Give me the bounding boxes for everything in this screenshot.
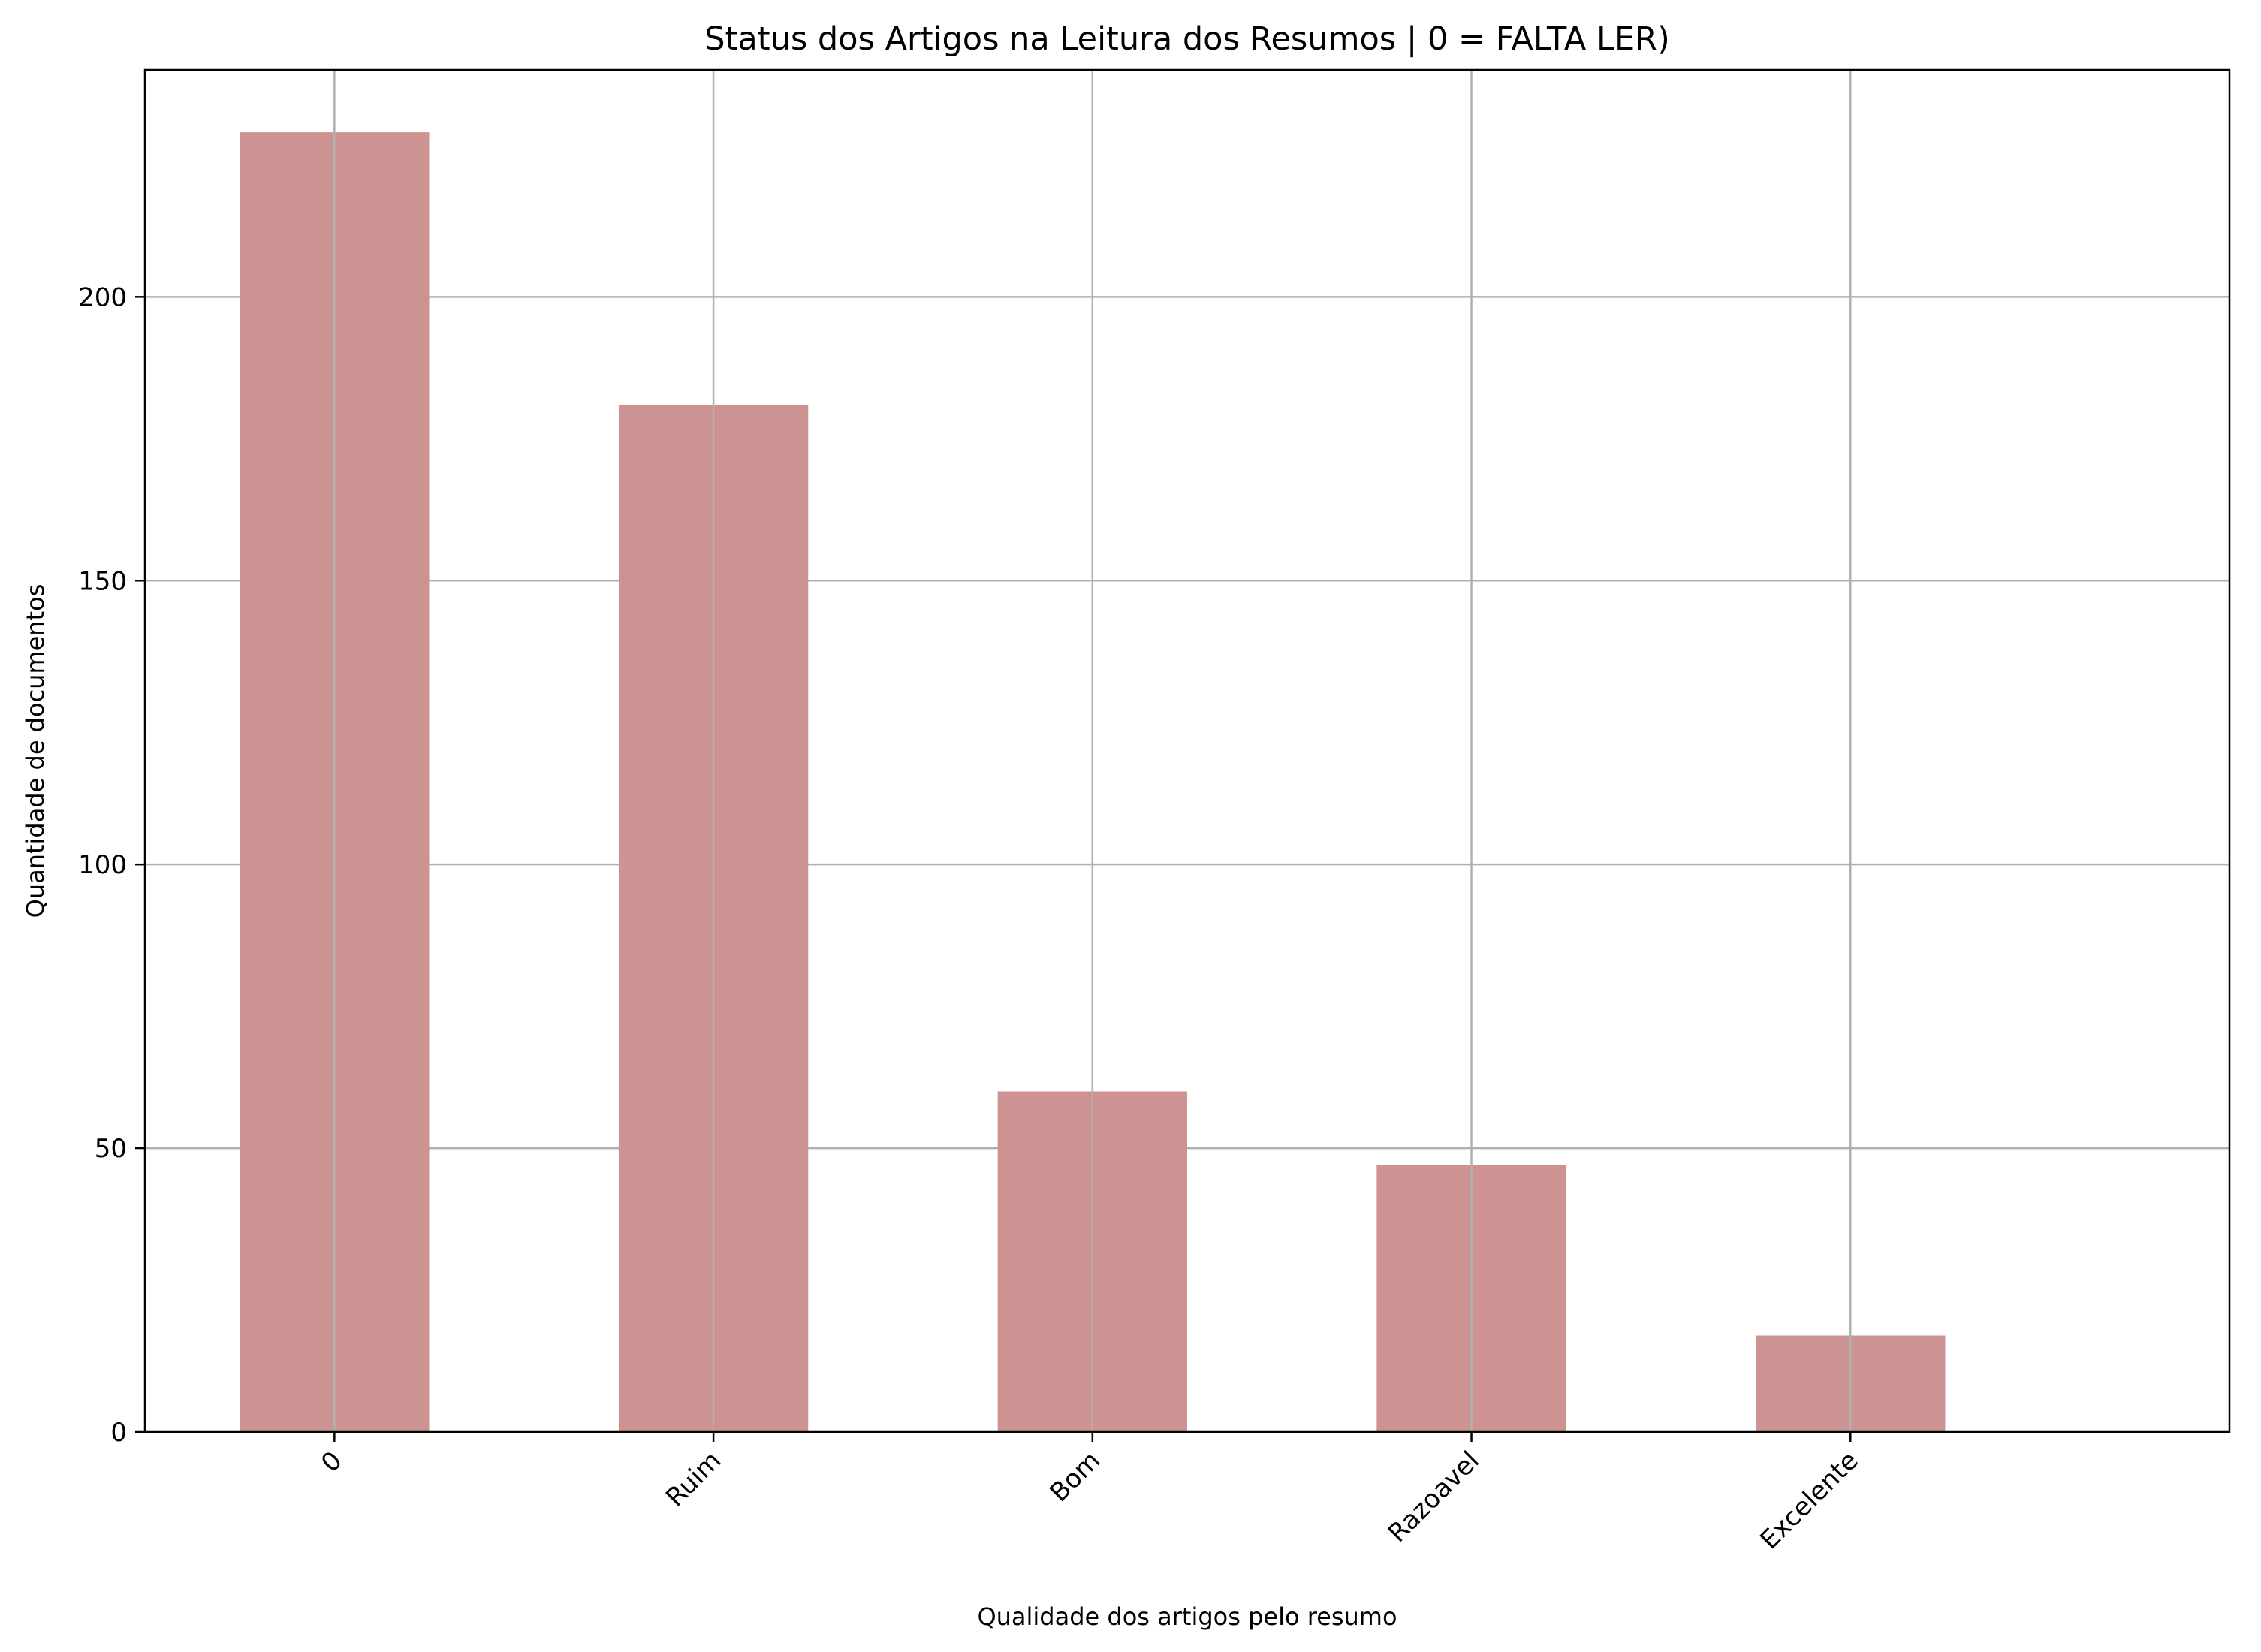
x-tick-label: Bom xyxy=(1044,1446,1106,1508)
x-tick-label: Ruim xyxy=(660,1446,727,1512)
plot-frame xyxy=(143,68,2231,1433)
y-tick-label: 200 xyxy=(78,282,127,312)
y-axis-ticks: 0 50 100 150 200 xyxy=(78,282,145,1448)
y-axis-label: Quantidade de documentos xyxy=(21,584,50,918)
x-tick-label: Excelente xyxy=(1754,1446,1864,1555)
y-tick-label: 0 xyxy=(110,1418,127,1448)
y-tick-label: 50 xyxy=(95,1134,127,1164)
x-tick-label: Razoavel xyxy=(1382,1446,1485,1548)
y-tick-label: 150 xyxy=(78,566,127,596)
x-axis-ticks: 0 Ruim Bom Razoavel Excelente xyxy=(315,1432,1865,1555)
y-tick-label: 100 xyxy=(78,850,127,880)
chart-title: Status dos Artigos na Leitura dos Resumo… xyxy=(704,20,1670,58)
grid-lines xyxy=(145,296,2229,1150)
vertical-grid-lines xyxy=(333,70,1852,1432)
x-axis-label: Qualidade dos artigos pelo resumo xyxy=(977,1602,1397,1631)
x-tick-label: 0 xyxy=(315,1446,348,1479)
